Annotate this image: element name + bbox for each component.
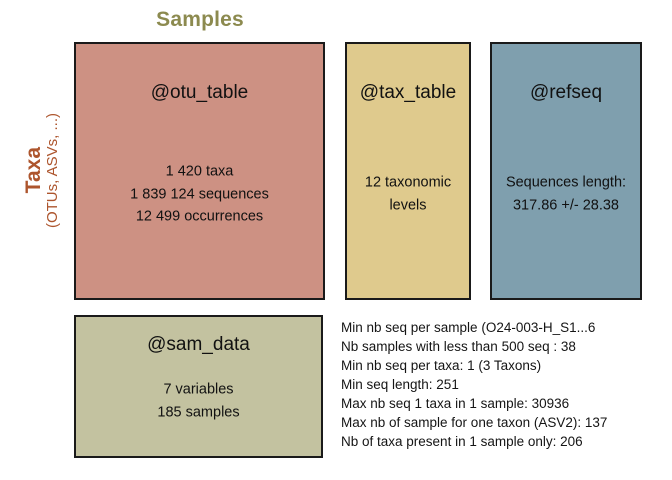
refseq-length-value: 317.86 +/- 28.38 xyxy=(512,197,620,213)
samples-axis-label: Samples xyxy=(156,8,244,31)
sam-data-box: @sam_data 7 variables 185 samples xyxy=(74,315,323,458)
stat-samples-less-500: Nb samples with less than 500 seq : 38 xyxy=(341,339,576,354)
sam-variables-count: 7 variables xyxy=(163,381,234,398)
stat-min-seq-per-sample: Min nb seq per sample (O24-003-H_S1...6 xyxy=(341,320,596,335)
stat-max-samples-one-taxon: Max nb of sample for one taxon (ASV2): 1… xyxy=(341,415,608,430)
taxa-axis-sublabel: (OTUs, ASVs, ...) xyxy=(43,112,61,228)
sam-data-title: @sam_data xyxy=(147,334,250,355)
refseq-title: @refseq xyxy=(529,82,603,103)
tax-table-box: @tax_table 12 taxonomic levels xyxy=(345,42,471,300)
stat-min-seq-length: Min seq length: 251 xyxy=(341,377,459,392)
refseq-length-label: Sequences length: xyxy=(505,174,627,191)
taxa-axis-label: Taxa xyxy=(21,147,45,194)
otu-sequences-count: 1 839 124 sequences xyxy=(130,185,269,202)
refseq-stats: Sequences length: 317.86 +/- 28.38 xyxy=(492,172,640,217)
stat-max-seq-taxa-sample: Max nb seq 1 taxa in 1 sample: 30936 xyxy=(341,396,570,411)
stat-taxa-one-sample-only: Nb of taxa present in 1 sample only: 206 xyxy=(341,434,583,449)
refseq-box: @refseq Sequences length: 317.86 +/- 28.… xyxy=(490,42,642,300)
otu-occurrences-count: 12 499 occurrences xyxy=(135,208,264,225)
otu-table-stats: 1 420 taxa 1 839 124 sequences 12 499 oc… xyxy=(76,160,323,228)
summary-stats-block: Min nb seq per sample (O24-003-H_S1...6 … xyxy=(341,318,671,451)
stat-min-seq-per-taxa: Min nb seq per taxa: 1 (3 Taxons) xyxy=(341,358,542,373)
tax-levels-line-1: 12 taxonomic xyxy=(364,174,452,191)
taxa-axis-label-group: Taxa (OTUs, ASVs, ...) xyxy=(10,42,72,299)
sam-samples-count: 185 samples xyxy=(157,404,240,420)
otu-taxa-count: 1 420 taxa xyxy=(165,163,234,180)
tax-table-stats: 12 taxonomic levels xyxy=(347,172,469,217)
otu-table-title: @otu_table xyxy=(150,82,249,103)
tax-table-title: @tax_table xyxy=(359,82,457,103)
otu-table-box: @otu_table 1 420 taxa 1 839 124 sequence… xyxy=(74,42,325,300)
sam-data-stats: 7 variables 185 samples xyxy=(76,379,321,424)
tax-levels-line-2: levels xyxy=(389,197,427,213)
